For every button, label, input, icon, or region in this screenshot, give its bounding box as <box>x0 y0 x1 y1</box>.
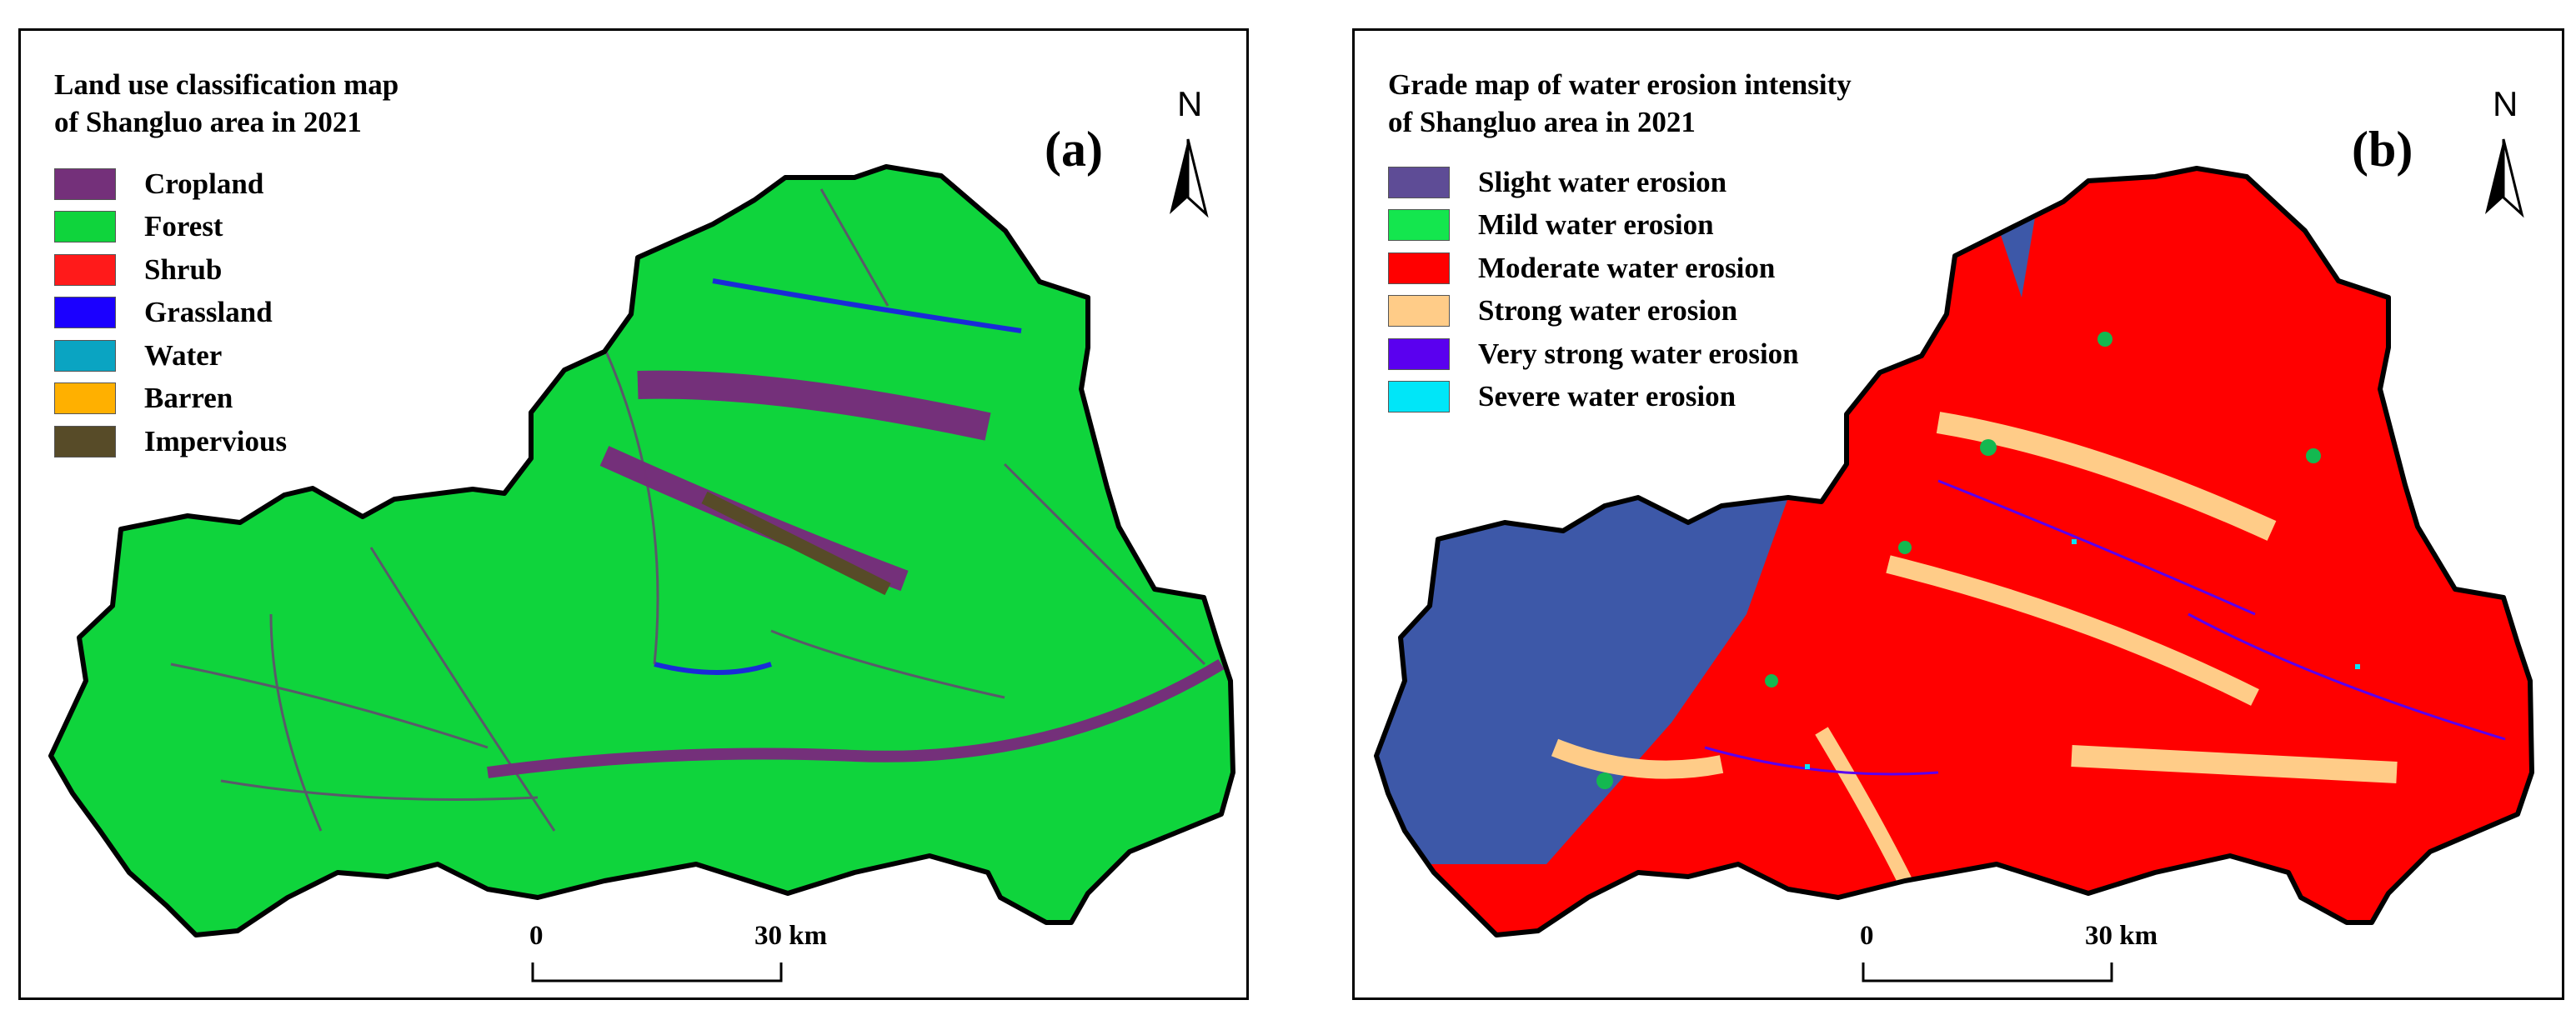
map-panel-land-use: Land use classification map of Shangluo … <box>18 28 1249 1000</box>
scale-end: 30 km <box>754 921 828 951</box>
scale-zero: 0 <box>529 921 544 951</box>
legend-item: Shrub <box>54 248 287 292</box>
scale-labels: 0 30 km <box>529 921 827 996</box>
slight-erosion-area <box>1376 498 1788 864</box>
legend-swatch <box>1388 252 1450 284</box>
mild-erosion-patches <box>1596 332 2321 789</box>
north-letter: N <box>2493 84 2518 123</box>
map-title-line2: of Shangluo area in 2021 <box>54 106 362 138</box>
legend-item: Mild water erosion <box>1388 204 1799 248</box>
land-use-map <box>21 138 1249 982</box>
legend-item: Severe water erosion <box>1388 376 1799 419</box>
legend-label: Strong water erosion <box>1478 294 1738 328</box>
cropland-band-north <box>637 370 991 441</box>
strong-erosion-band-west <box>1551 738 1724 779</box>
scale-bar <box>1862 962 2113 982</box>
legend-label: Impervious <box>144 424 288 458</box>
map-panel-water-erosion: Grade map of water erosion intensity of … <box>1352 28 2564 1000</box>
scale-end: 30 km <box>2085 921 2158 951</box>
legend-swatch <box>54 339 116 372</box>
legend-item: Strong water erosion <box>1388 290 1799 333</box>
land-use-legend: Cropland Forest Shrub Grassland Water Barren I… <box>54 162 287 463</box>
legend-label: Mild water erosion <box>1478 208 1714 242</box>
strong-erosion-band-central <box>1886 555 2259 706</box>
strong-erosion-band-south <box>1815 727 1912 885</box>
legend-swatch <box>54 382 116 415</box>
legend-label: Moderate water erosion <box>1478 251 1776 284</box>
legend-swatch <box>1388 166 1450 198</box>
strong-erosion-band-southeast <box>2071 745 2398 783</box>
grassland-patch-north <box>712 278 1022 333</box>
map-title: Land use classification map of Shangluo … <box>54 66 398 141</box>
north-letter: N <box>1177 84 1203 123</box>
legend-swatch <box>1388 338 1450 370</box>
grassland-patch-central <box>654 662 772 675</box>
legend-label: Severe water erosion <box>1478 380 1737 413</box>
strong-erosion-band-north <box>1936 412 2277 541</box>
cropland-valley-south <box>487 658 1225 778</box>
legend-item: Very strong water erosion <box>1388 332 1799 376</box>
land-use-overlay <box>170 188 1225 832</box>
scale-bar <box>531 962 783 982</box>
legend-item: Slight water erosion <box>1388 161 1799 204</box>
legend-label: Slight water erosion <box>1478 165 1727 198</box>
severe-erosion-spots <box>1805 539 2360 769</box>
erosion-overlay <box>1376 198 2506 885</box>
scale-zero: 0 <box>1860 921 1874 951</box>
north-arrow-icon <box>1170 138 1209 218</box>
erosion-legend: Slight water erosion Mild water erosion Mo… <box>1388 161 1799 418</box>
legend-item: Grassland <box>54 292 287 335</box>
legend-item: Cropland <box>54 162 287 206</box>
map-title-line1: Grade map of water erosion intensity <box>1388 68 1852 101</box>
legend-label: Water <box>144 338 223 372</box>
legend-swatch <box>1388 381 1450 413</box>
legend-swatch <box>1388 209 1450 242</box>
legend-swatch <box>1388 295 1450 328</box>
river-network <box>170 188 1206 832</box>
map-title: Grade map of water erosion intensity of … <box>1388 66 1852 141</box>
legend-swatch <box>54 253 116 286</box>
legend-label: Barren <box>144 382 233 415</box>
impervious-urban-strip <box>701 491 891 596</box>
legend-swatch <box>54 425 116 458</box>
legend-label: Cropland <box>144 167 264 200</box>
map-title-line2: of Shangluo area in 2021 <box>1388 106 1696 138</box>
legend-label: Shrub <box>144 252 223 286</box>
legend-item: Impervious <box>54 420 287 463</box>
legend-item: Water <box>54 334 287 378</box>
legend-swatch <box>54 168 116 200</box>
legend-swatch <box>54 211 116 243</box>
legend-item: Moderate water erosion <box>1388 247 1799 290</box>
panel-label: (b) <box>2352 122 2413 177</box>
legend-label: Very strong water erosion <box>1478 337 1799 370</box>
legend-label: Grassland <box>144 296 273 329</box>
water-erosion-map <box>1355 138 2564 982</box>
panel-label: (a) <box>1045 122 1103 177</box>
legend-item: Barren <box>54 378 287 421</box>
map-title-line1: Land use classification map <box>54 68 399 101</box>
legend-label: Forest <box>144 210 223 243</box>
legend-swatch <box>54 297 116 329</box>
scale-labels: 0 30 km <box>1860 921 2158 996</box>
very-strong-erosion-lines <box>1704 479 2506 776</box>
legend-item: Forest <box>54 206 287 249</box>
north-arrow-icon <box>2485 138 2524 218</box>
